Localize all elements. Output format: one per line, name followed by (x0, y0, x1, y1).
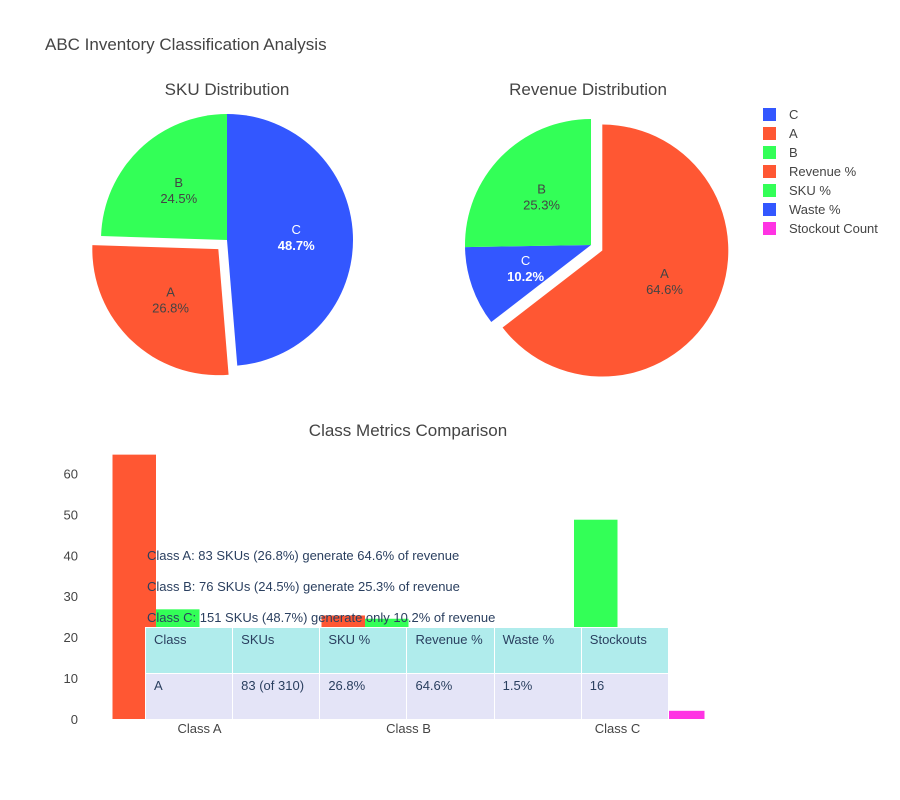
table-cell: 16 (580, 673, 670, 720)
pie-slice-label: C (521, 253, 530, 268)
x-tick-label: Class B (386, 721, 431, 736)
legend-label[interactable]: Revenue % (789, 164, 857, 179)
legend-label[interactable]: A (789, 126, 798, 141)
legend-swatch[interactable] (763, 203, 776, 216)
y-tick-label: 50 (64, 507, 78, 522)
revenue-pie-title: Revenue Distribution (509, 80, 667, 99)
table-header-row: Class SKUs SKU % Revenue % Waste % Stock… (144, 627, 670, 674)
sku-pie-title: SKU Distribution (165, 80, 290, 99)
table-header-cell: Waste % (493, 627, 582, 674)
legend-swatch[interactable] (763, 165, 776, 178)
annotation-text: Class B: 76 SKUs (24.5%) generate 25.3% … (147, 579, 460, 594)
sku-pie: C48.7% A26.8% B24.5% (92, 114, 354, 376)
pie-slice-label: B (537, 181, 546, 196)
pie-slice-label: C (292, 222, 301, 237)
table-cell: A (144, 673, 234, 720)
legend-label[interactable]: B (789, 145, 798, 160)
annotation-text: Class A: 83 SKUs (26.8%) generate 64.6% … (147, 548, 459, 563)
pie-slice-a[interactable] (502, 124, 729, 377)
legend-swatch[interactable] (763, 108, 776, 121)
table-header-cell: Stockouts (580, 627, 670, 674)
pie-slice-label: B (174, 175, 183, 190)
y-tick-label: 60 (64, 466, 78, 481)
legend-swatch[interactable] (763, 127, 776, 140)
pie-slice-percent: 25.3% (523, 197, 560, 212)
y-tick-label: 30 (64, 589, 78, 604)
table-header-cell: Class (144, 627, 234, 674)
pie-slice-percent: 64.6% (646, 282, 683, 297)
legend-label[interactable]: SKU % (789, 183, 831, 198)
legend-label[interactable]: C (789, 107, 798, 122)
table-header-cell: SKUs (232, 627, 321, 674)
bar-chart-title: Class Metrics Comparison (309, 421, 507, 440)
y-tick-label: 40 (64, 548, 78, 563)
legend-swatch[interactable] (763, 184, 776, 197)
table-cell: 26.8% (319, 673, 408, 720)
legend-label[interactable]: Waste % (789, 202, 841, 217)
pie-slice-c[interactable] (465, 245, 591, 323)
annotation-text: Class C: 151 SKUs (48.7%) generate only … (147, 610, 495, 625)
pie-slice-percent: 26.8% (152, 300, 189, 315)
table-row: A 83 (of 310) 26.8% 64.6% 1.5% 16 (144, 673, 670, 720)
pie-slice-percent: 24.5% (160, 191, 197, 206)
legend[interactable]: CAB Revenue % SKU % Waste % Stockout Count (763, 107, 878, 236)
y-tick-label: 0 (71, 712, 78, 727)
pie-slice-b[interactable] (465, 119, 591, 248)
bar-stockout-count-class-c[interactable] (661, 710, 705, 719)
legend-label[interactable]: Stockout Count (789, 221, 878, 236)
pie-slice-percent: 48.7% (278, 238, 315, 253)
y-tick-label: 20 (64, 630, 78, 645)
table-header-cell: Revenue % (406, 627, 495, 674)
revenue-pie: A64.6% C10.2% B25.3% (465, 119, 729, 377)
table-cell: 83 (of 310) (232, 673, 321, 720)
page-title: ABC Inventory Classification Analysis (45, 35, 327, 54)
table-header-cell: SKU % (319, 627, 408, 674)
x-tick-label: Class C (595, 721, 641, 736)
pie-slice-label: A (166, 284, 175, 299)
table-cell: 64.6% (406, 673, 495, 720)
pie-slice-c[interactable] (227, 114, 354, 366)
bar-annotations: Class A: 83 SKUs (26.8%) generate 64.6% … (147, 548, 495, 625)
pie-slice-b[interactable] (101, 114, 227, 240)
legend-swatch[interactable] (763, 222, 776, 235)
legend-swatch[interactable] (763, 146, 776, 159)
y-tick-label: 10 (64, 671, 78, 686)
pie-slice-label: A (660, 266, 669, 281)
class-summary-table: Class SKUs SKU % Revenue % Waste % Stock… (144, 627, 670, 720)
pie-slice-a[interactable] (92, 245, 229, 376)
x-tick-label: Class A (177, 721, 221, 736)
table-cell: 1.5% (493, 673, 582, 720)
pie-slice-percent: 10.2% (507, 269, 544, 284)
